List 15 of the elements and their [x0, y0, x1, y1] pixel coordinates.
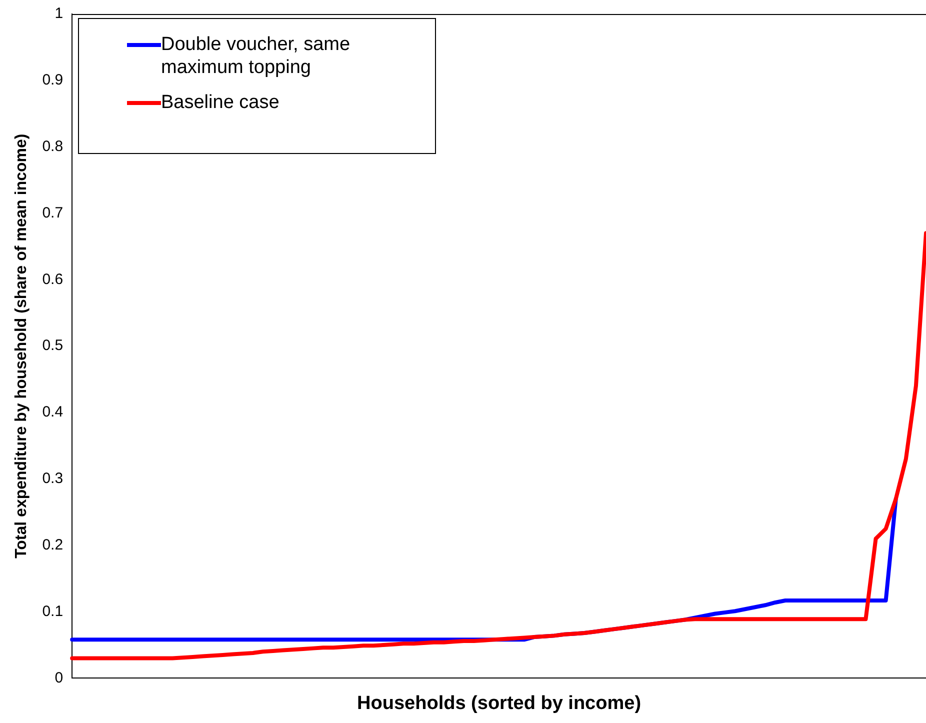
- y-tick-label: 0.1: [42, 602, 64, 620]
- y-tick-label: 0.2: [42, 536, 64, 554]
- y-tick-label: 0: [54, 669, 64, 686]
- y-tick-label: 0.5: [42, 337, 64, 354]
- legend-label: Double voucher, same maximum topping: [161, 33, 352, 79]
- y-tick-label: 0.8: [42, 138, 64, 155]
- y-tick-label: 0.9: [42, 72, 64, 89]
- x-axis-title: Households (sorted by income): [357, 692, 642, 714]
- legend-label: Baseline case: [161, 91, 280, 114]
- y-tick-label: 0.3: [42, 470, 64, 488]
- y-tick-label: 0.7: [42, 204, 64, 222]
- y-axis-title: Total expenditure by household (share of mean income): [13, 134, 30, 558]
- y-tick-label: 0.4: [42, 404, 64, 421]
- y-tick-label: 1: [54, 5, 64, 22]
- y-tick-label: 0.6: [42, 270, 64, 288]
